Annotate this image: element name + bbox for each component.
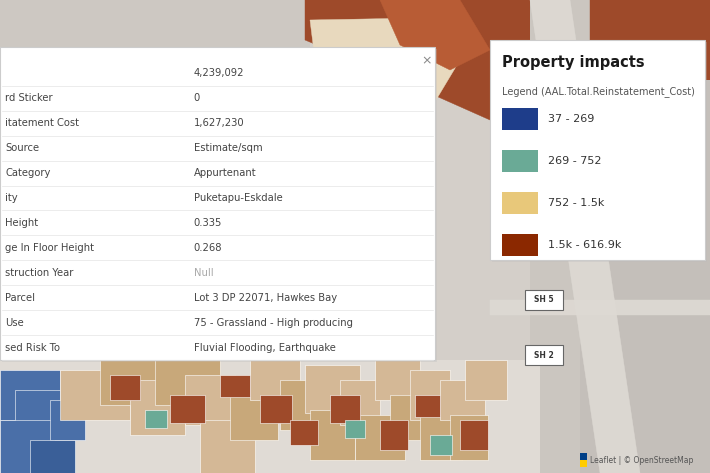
- Bar: [80, 380, 108, 415]
- Bar: [502, 234, 538, 256]
- Text: Estimate/sqm: Estimate/sqm: [194, 143, 262, 153]
- Bar: [490, 40, 705, 260]
- Text: Source: Source: [5, 143, 39, 153]
- Bar: [355, 415, 405, 460]
- Bar: [492, 42, 707, 262]
- Text: Use: Use: [5, 318, 23, 328]
- Bar: [290, 420, 318, 445]
- Bar: [580, 453, 587, 467]
- Bar: [450, 415, 488, 460]
- Bar: [280, 380, 325, 430]
- Bar: [530, 0, 710, 473]
- Text: rd Sticker: rd Sticker: [5, 93, 53, 104]
- Text: Null: Null: [194, 268, 213, 278]
- Text: 752 - 1.5k: 752 - 1.5k: [548, 198, 604, 208]
- Bar: [230, 395, 278, 440]
- Bar: [430, 435, 452, 455]
- Text: 37 - 269: 37 - 269: [548, 114, 594, 124]
- Text: ×: ×: [422, 54, 432, 68]
- Polygon shape: [310, 18, 460, 110]
- Text: Category: Category: [5, 168, 50, 178]
- Text: 0.335: 0.335: [194, 218, 222, 228]
- Bar: [502, 192, 538, 214]
- Bar: [410, 370, 450, 420]
- Bar: [0, 47, 435, 360]
- Text: SH 5: SH 5: [534, 296, 554, 305]
- Text: Appurtenant: Appurtenant: [194, 168, 256, 178]
- Bar: [60, 370, 130, 420]
- Polygon shape: [380, 0, 490, 70]
- Text: 1.5k - 616.9k: 1.5k - 616.9k: [548, 240, 621, 250]
- Bar: [580, 460, 587, 467]
- Bar: [110, 375, 140, 400]
- Bar: [170, 395, 205, 423]
- Text: Legend (AAL.Total.Reinstatement_Cost): Legend (AAL.Total.Reinstatement_Cost): [502, 87, 695, 97]
- Text: Fluvial Flooding, Earthquake: Fluvial Flooding, Earthquake: [194, 342, 335, 352]
- Text: 4,239,092: 4,239,092: [194, 69, 244, 79]
- Bar: [0, 360, 540, 473]
- Bar: [155, 360, 220, 405]
- Text: ity: ity: [5, 193, 18, 203]
- Bar: [0, 0, 310, 48]
- Bar: [200, 420, 255, 473]
- Bar: [340, 380, 380, 425]
- Text: struction Year: struction Year: [5, 268, 73, 278]
- Bar: [305, 365, 360, 413]
- Polygon shape: [530, 0, 640, 473]
- Bar: [380, 420, 408, 450]
- Text: Parcel: Parcel: [5, 293, 35, 303]
- Bar: [525, 290, 563, 310]
- Bar: [502, 108, 538, 130]
- Text: 0: 0: [194, 93, 200, 104]
- Bar: [260, 395, 292, 423]
- Bar: [100, 360, 160, 405]
- Bar: [15, 390, 60, 440]
- Bar: [375, 360, 420, 400]
- Text: Puketapu-Eskdale: Puketapu-Eskdale: [194, 193, 283, 203]
- Bar: [0, 370, 60, 420]
- Bar: [30, 440, 75, 473]
- Text: 75 - Grassland - High producing: 75 - Grassland - High producing: [194, 318, 353, 328]
- Text: Lot 3 DP 22071, Hawkes Bay: Lot 3 DP 22071, Hawkes Bay: [194, 293, 337, 303]
- Bar: [50, 400, 85, 440]
- Bar: [440, 380, 485, 420]
- Bar: [390, 395, 438, 440]
- Bar: [220, 375, 250, 397]
- Text: ge In Floor Height: ge In Floor Height: [5, 243, 94, 253]
- Bar: [0, 420, 55, 473]
- Bar: [310, 410, 355, 460]
- Bar: [345, 420, 365, 438]
- Polygon shape: [305, 0, 710, 200]
- Bar: [0, 0, 230, 50]
- Bar: [460, 420, 488, 450]
- Bar: [525, 345, 563, 365]
- Bar: [415, 395, 440, 417]
- Text: Height: Height: [5, 218, 38, 228]
- Polygon shape: [590, 0, 710, 90]
- Bar: [250, 360, 300, 400]
- Bar: [580, 80, 710, 473]
- Bar: [502, 150, 538, 172]
- Bar: [420, 415, 462, 460]
- Bar: [2, 49, 437, 362]
- Polygon shape: [490, 300, 710, 315]
- Bar: [465, 360, 507, 400]
- Text: 0.268: 0.268: [194, 243, 222, 253]
- Bar: [330, 395, 360, 423]
- Text: Leaflet | © OpenStreetMap: Leaflet | © OpenStreetMap: [590, 455, 694, 464]
- Text: 269 - 752: 269 - 752: [548, 156, 601, 166]
- Bar: [185, 375, 235, 425]
- Bar: [145, 410, 167, 428]
- Text: Property impacts: Property impacts: [502, 54, 645, 70]
- Text: 1,627,230: 1,627,230: [194, 118, 244, 128]
- Text: itatement Cost: itatement Cost: [5, 118, 79, 128]
- Text: sed Risk To: sed Risk To: [5, 342, 60, 352]
- Text: SH 2: SH 2: [534, 350, 554, 359]
- Bar: [130, 380, 185, 435]
